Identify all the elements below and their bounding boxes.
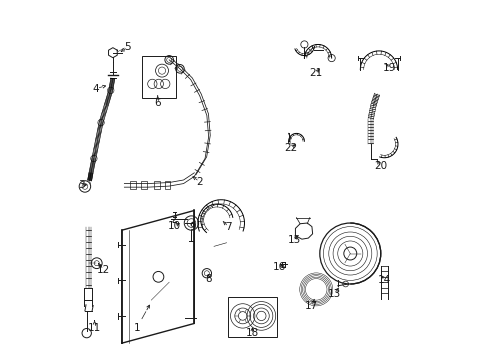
Text: 8: 8	[205, 274, 211, 284]
Text: 15: 15	[287, 235, 300, 245]
Text: 11: 11	[88, 323, 101, 333]
Text: 17: 17	[305, 301, 318, 311]
Text: 21: 21	[308, 68, 322, 78]
Text: 14: 14	[377, 275, 390, 285]
Text: 19: 19	[382, 63, 396, 73]
Text: 10: 10	[168, 221, 181, 231]
Text: 5: 5	[124, 42, 131, 52]
Text: 7: 7	[224, 222, 231, 231]
Text: 18: 18	[245, 328, 259, 338]
Text: 4: 4	[92, 84, 99, 94]
Text: 12: 12	[97, 265, 110, 275]
Bar	[228, 297, 276, 337]
Text: 2: 2	[196, 177, 203, 187]
Bar	[142, 56, 176, 98]
Text: 16: 16	[272, 262, 285, 272]
Text: 20: 20	[373, 161, 386, 171]
Text: 1: 1	[133, 323, 140, 333]
Text: 3: 3	[78, 180, 85, 190]
Text: 13: 13	[327, 289, 340, 299]
Text: 9: 9	[189, 222, 195, 231]
Text: 22: 22	[284, 143, 297, 153]
Text: 6: 6	[154, 98, 161, 108]
